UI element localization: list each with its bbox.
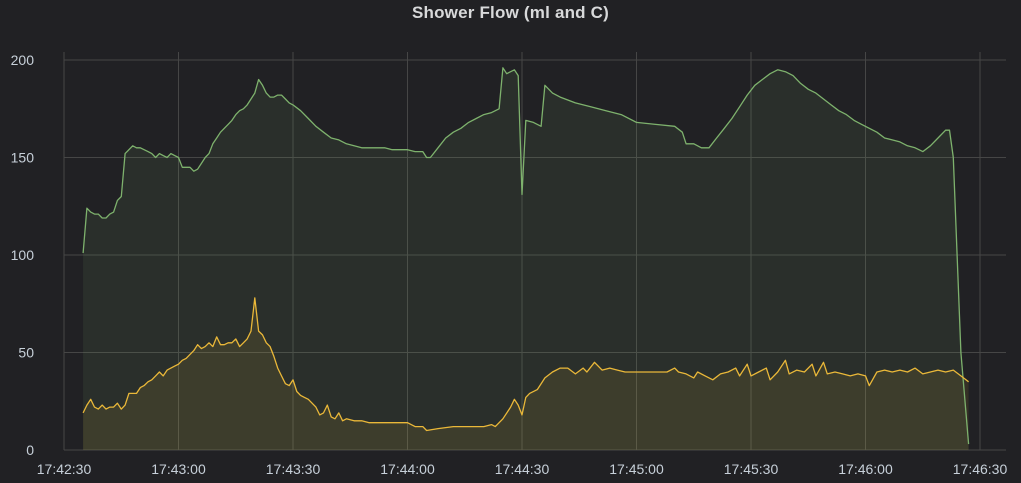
y-tick-label: 100 <box>11 247 35 263</box>
x-tick-label: 17:45:30 <box>724 461 779 477</box>
series-line-2[interactable] <box>82 297 969 432</box>
x-tick-label: 17:42:30 <box>37 461 92 477</box>
x-axis: 17:42:30 17:43:00 17:43:30 17:44:00 17:44:30… <box>37 461 1008 477</box>
x-tick-label: 17:44:00 <box>380 461 435 477</box>
x-tick-label: 17:43:30 <box>266 461 321 477</box>
x-tick-label: 17:44:30 <box>495 461 550 477</box>
y-tick-label: 200 <box>11 52 35 68</box>
y-tick-label: 0 <box>26 442 34 458</box>
x-tick-label: 17:45:00 <box>609 461 664 477</box>
x-tick-label: 17:43:00 <box>151 461 206 477</box>
series-areas <box>83 67 969 451</box>
series-line-1[interactable] <box>82 67 970 445</box>
y-axis: 0 50 100 150 200 <box>11 52 35 458</box>
x-tick-label: 17:46:30 <box>953 461 1008 477</box>
y-tick-label: 150 <box>11 150 35 166</box>
y-tick-label: 50 <box>18 345 34 361</box>
x-tick-label: 17:46:00 <box>838 461 893 477</box>
panel-title[interactable]: Shower Flow (ml and C) <box>411 3 610 22</box>
series-lines <box>82 67 970 445</box>
grid <box>63 52 1006 451</box>
series-area-1 <box>83 67 969 451</box>
series-area-2 <box>83 297 969 450</box>
